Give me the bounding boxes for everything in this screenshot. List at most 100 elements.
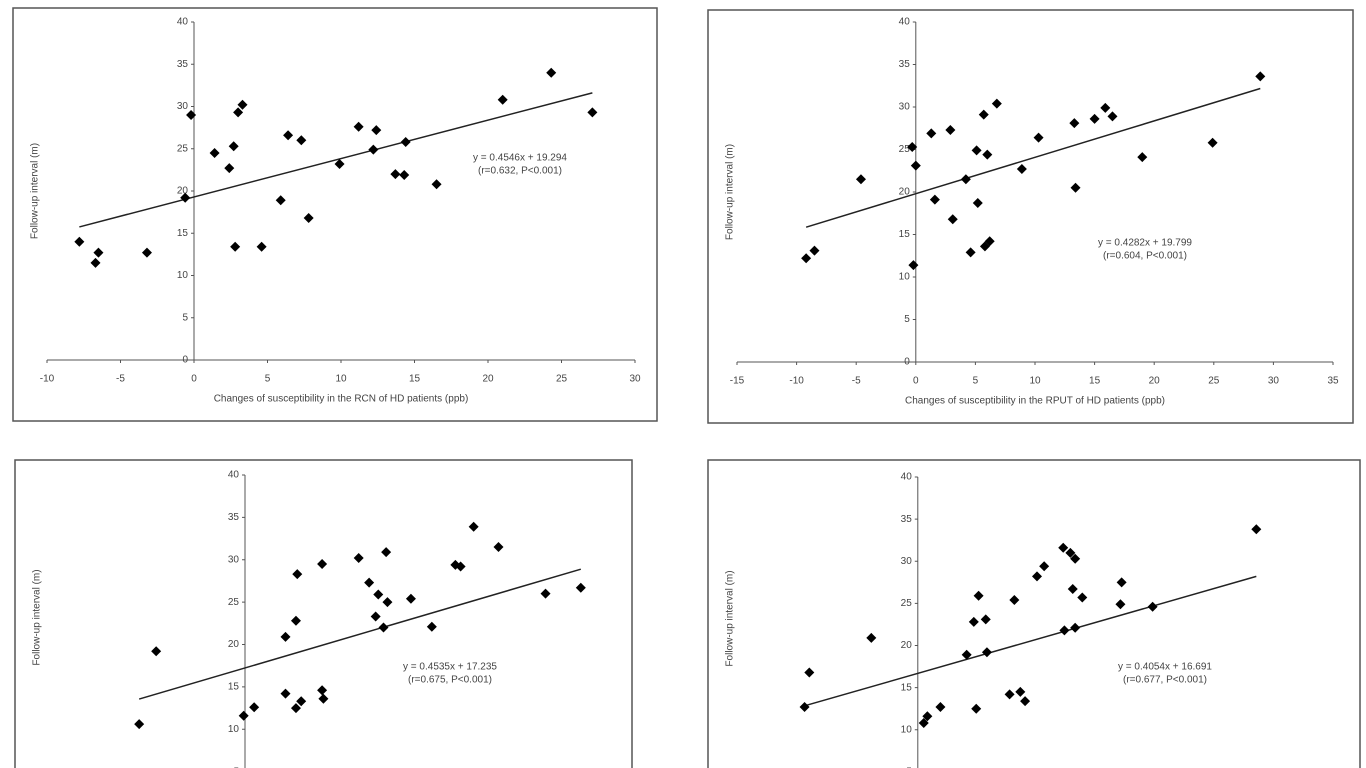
point [353, 553, 364, 564]
point [1058, 542, 1069, 553]
y-tick-label: 5 [906, 767, 912, 768]
annotation: y = 0.4535x + 17.235 [403, 662, 497, 673]
x-tick-label: 15 [1089, 376, 1101, 387]
point [968, 616, 979, 627]
point [980, 614, 991, 625]
point [1033, 132, 1044, 143]
x-tick-label: -5 [116, 374, 125, 385]
y-tick-label: 5 [904, 314, 910, 325]
point [280, 631, 291, 642]
point [1116, 577, 1127, 588]
point [929, 194, 940, 205]
x-tick-label: 25 [1208, 376, 1220, 387]
point [292, 569, 303, 580]
point [249, 702, 260, 713]
point [151, 646, 162, 657]
x-tick-label: 35 [1327, 376, 1339, 387]
point [1137, 152, 1148, 163]
y-tick-label: 15 [901, 682, 913, 693]
point [801, 253, 812, 264]
trendline [79, 92, 593, 228]
point [1020, 696, 1031, 707]
point [382, 597, 393, 608]
x-axis-label: Changes of susceptibility in the RPUT of… [905, 396, 1165, 407]
y-tick-label: 20 [177, 186, 189, 197]
point [275, 195, 286, 206]
y-tick-label: 0 [904, 357, 910, 368]
point [141, 247, 152, 258]
x-tick-label: 20 [1149, 376, 1161, 387]
point [910, 160, 921, 171]
y-tick-label: 35 [177, 59, 189, 70]
point [368, 144, 379, 155]
point [575, 582, 586, 593]
point [972, 198, 983, 209]
x-tick-label: 10 [1029, 376, 1041, 387]
point [1070, 622, 1081, 633]
point [468, 521, 479, 532]
point [353, 121, 364, 132]
point [991, 98, 1002, 109]
point [283, 130, 294, 141]
y-tick-label: 15 [177, 228, 189, 239]
x-tick-label: 5 [973, 376, 979, 387]
point [74, 236, 85, 247]
point [303, 213, 314, 224]
point [1067, 584, 1078, 595]
y-tick-label: 25 [228, 597, 240, 608]
point [1032, 571, 1042, 582]
point [228, 141, 239, 152]
point [918, 718, 929, 729]
point [1070, 182, 1081, 193]
y-axis-label: Follow-up interval (m) [725, 144, 736, 240]
point [431, 179, 442, 190]
point [973, 590, 984, 601]
x-tick-label: -15 [730, 376, 745, 387]
point [455, 561, 466, 572]
point [237, 99, 248, 110]
point [134, 719, 145, 730]
annotation: y = 0.4282x + 19.799 [1098, 238, 1192, 249]
y-tick-label: 40 [177, 17, 189, 28]
y-axis-label: Follow-up interval (m) [32, 569, 43, 665]
point [799, 702, 810, 713]
point [317, 558, 328, 569]
point [1115, 599, 1126, 610]
point [378, 622, 389, 633]
point [399, 169, 410, 180]
point [978, 109, 989, 120]
point [493, 542, 504, 553]
point [1009, 595, 1020, 606]
y-tick-label: 10 [901, 724, 913, 735]
point [587, 107, 598, 118]
x-axis-label: Changes of susceptibility in the RCN of … [214, 394, 469, 405]
point [1089, 113, 1100, 124]
point [540, 588, 551, 599]
point [280, 688, 291, 699]
y-tick-label: 15 [228, 682, 240, 693]
point [809, 245, 820, 256]
panel-frame [14, 459, 633, 768]
x-tick-label: 30 [629, 374, 641, 385]
y-tick-label: 20 [228, 639, 240, 650]
point [334, 158, 345, 169]
point [1207, 137, 1218, 148]
annotation: (r=0.675, P<0.001) [408, 675, 492, 686]
point [224, 163, 235, 174]
x-tick-label: 0 [191, 374, 197, 385]
y-tick-label: 40 [228, 470, 240, 481]
point [230, 241, 241, 252]
annotation: (r=0.632, P<0.001) [478, 166, 562, 177]
point [370, 611, 381, 622]
point [922, 711, 933, 722]
x-tick-label: -10 [40, 374, 55, 385]
x-tick-label: -5 [852, 376, 861, 387]
point [238, 710, 249, 721]
annotation: (r=0.677, P<0.001) [1123, 675, 1207, 686]
y-tick-label: 20 [899, 187, 911, 198]
point [965, 247, 976, 258]
y-tick-label: 40 [901, 472, 913, 483]
point [960, 174, 971, 185]
y-tick-label: 40 [899, 17, 911, 28]
y-tick-label: 30 [177, 101, 189, 112]
